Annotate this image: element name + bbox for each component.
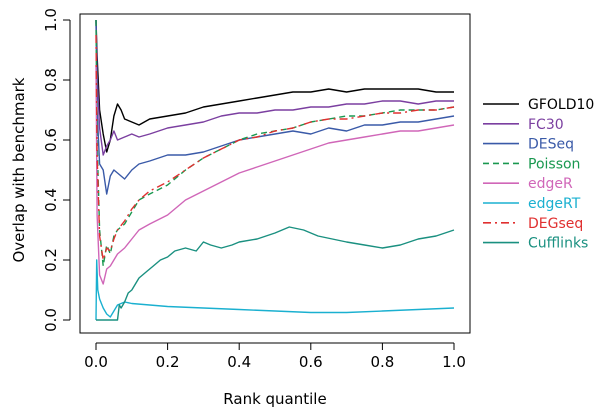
legend-label: Cufflinks: [528, 236, 588, 252]
y-tick-label: 0.2: [42, 248, 60, 272]
x-tick-label: 1.0: [442, 353, 466, 371]
legend-item: DESeq: [483, 137, 574, 153]
series-line-edger: [95, 64, 455, 285]
y-axis-title: Overlap with benchmark: [10, 77, 28, 262]
y-tick-label: 0.6: [42, 128, 60, 152]
x-tick-label: 0.6: [299, 353, 323, 371]
legend-item: Cufflinks: [483, 236, 588, 252]
legend-item: edgeRT: [483, 196, 581, 212]
legend-label: edgeRT: [528, 196, 581, 212]
legend-label: DESeq: [528, 137, 574, 153]
series-line-edgert: [95, 259, 455, 321]
x-tick-label: 0.4: [227, 353, 251, 371]
legend-label: DEGseq: [528, 216, 583, 232]
legend-item: GFOLD10: [483, 97, 594, 113]
legend-label: Poisson: [528, 156, 580, 172]
y-tick-label: 1.0: [42, 8, 60, 32]
legend-item: edgeR: [483, 176, 573, 192]
x-tick-label: 0.8: [370, 353, 394, 371]
series-line-degseq: [95, 34, 455, 261]
legend-label: edgeR: [528, 176, 573, 192]
legend-label: GFOLD10: [528, 97, 594, 113]
legend: GFOLD10 FC30 DESeq Poisson edgeR edgeRT DEGseq…: [483, 97, 594, 252]
y-tick-label: 0.8: [42, 68, 60, 92]
x-axis-title: Rank quantile: [223, 390, 326, 408]
series-line-fc30: [95, 19, 454, 156]
x-tick-label: 0.0: [84, 353, 108, 371]
plot-frame: [79, 13, 471, 334]
legend-item: Poisson: [483, 156, 580, 172]
series-line-gfold10: [95, 19, 454, 153]
legend-item: DEGseq: [483, 216, 583, 232]
legend-item: FC30: [483, 117, 564, 133]
legend-label: FC30: [528, 117, 564, 133]
series-line-poisson: [95, 19, 455, 267]
y-tick-label: 0.4: [42, 188, 60, 212]
series-line-deseq: [95, 19, 455, 195]
x-tick-label: 0.2: [156, 353, 180, 371]
series-line-cufflinks: [96, 226, 455, 321]
y-tick-label: 0.0: [42, 308, 60, 332]
